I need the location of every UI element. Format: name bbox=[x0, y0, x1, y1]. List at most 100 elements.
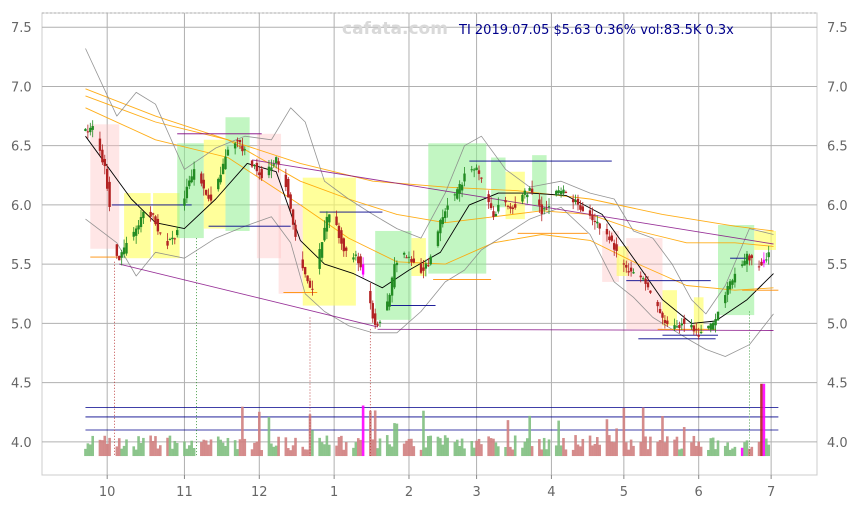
candle-down bbox=[306, 275, 309, 282]
volume-bar bbox=[545, 449, 548, 457]
zone-yellow bbox=[693, 297, 704, 333]
volume-bar bbox=[274, 445, 278, 457]
volume-bar bbox=[320, 442, 324, 457]
candle-up bbox=[680, 323, 683, 326]
candle-up bbox=[352, 257, 355, 260]
candle-down bbox=[335, 216, 338, 226]
candle-up bbox=[441, 217, 444, 225]
x-tick-label: 4 bbox=[547, 485, 555, 500]
candle-down bbox=[538, 199, 541, 206]
candle-down bbox=[255, 162, 259, 172]
candle-down bbox=[156, 218, 160, 232]
candle-down bbox=[340, 230, 343, 244]
volume-bar bbox=[591, 445, 594, 457]
candle-up bbox=[176, 230, 179, 236]
candle-down bbox=[608, 236, 611, 241]
volume-bar bbox=[115, 446, 119, 457]
candle-up bbox=[523, 190, 527, 195]
candle-down bbox=[760, 261, 763, 266]
candle-up bbox=[745, 253, 749, 265]
candle-up bbox=[690, 324, 693, 328]
x-tick-label: 7 bbox=[767, 485, 775, 500]
candle-down bbox=[593, 220, 597, 223]
volume-bar bbox=[226, 437, 230, 457]
volume-bar bbox=[581, 438, 585, 457]
volume-bar bbox=[745, 440, 749, 457]
candle-up bbox=[709, 323, 712, 330]
volume-bar bbox=[323, 444, 326, 457]
volume-bar bbox=[762, 383, 766, 457]
volume-bar bbox=[117, 438, 121, 457]
volume-bar bbox=[236, 449, 239, 457]
candle-up bbox=[386, 301, 389, 311]
candle-up bbox=[675, 326, 679, 328]
candle-down bbox=[757, 266, 761, 268]
candle-down bbox=[291, 209, 295, 225]
zone-up bbox=[375, 230, 412, 320]
candle-down bbox=[514, 204, 517, 208]
y-tick-label-right: 6.5 bbox=[827, 140, 848, 155]
volume-bar bbox=[743, 442, 746, 457]
candle-up bbox=[436, 231, 440, 247]
volume-bar bbox=[530, 446, 534, 457]
candle-down bbox=[294, 224, 297, 237]
volume-bar bbox=[250, 449, 254, 457]
volume-bar bbox=[441, 444, 445, 457]
volume-bar bbox=[139, 442, 143, 457]
volume-bar bbox=[576, 444, 580, 457]
candle-up bbox=[224, 156, 227, 170]
candle-down bbox=[303, 267, 307, 275]
volume-bar bbox=[166, 437, 169, 457]
volume-bar bbox=[337, 437, 341, 457]
volume-bar bbox=[185, 448, 189, 457]
volume-bar bbox=[216, 436, 220, 457]
volume-bar bbox=[547, 439, 551, 457]
candle-up bbox=[453, 194, 457, 196]
candle-down bbox=[260, 169, 263, 179]
candle-down bbox=[695, 328, 698, 330]
trend-line bbox=[251, 159, 774, 245]
candle-up bbox=[323, 227, 326, 241]
volume-bar bbox=[183, 441, 186, 457]
candle-down bbox=[581, 206, 585, 212]
volume-bar bbox=[513, 435, 517, 457]
y-tick-label-right: 6.0 bbox=[827, 199, 848, 214]
candle-down bbox=[598, 223, 601, 229]
zone-down bbox=[256, 133, 282, 259]
candle-down bbox=[241, 145, 244, 152]
candle-down bbox=[105, 168, 109, 189]
candle-down bbox=[545, 208, 548, 210]
ticker-info: TI 2019.07.05 $5.63 0.36% vol:83.5K 0.3x bbox=[458, 23, 734, 38]
candle-down bbox=[101, 149, 104, 163]
candle-up bbox=[765, 259, 768, 261]
volume-bar bbox=[595, 437, 599, 457]
volume-bar bbox=[475, 440, 478, 457]
candle-down bbox=[236, 140, 239, 142]
candle-up bbox=[424, 263, 428, 269]
candle-up bbox=[171, 237, 174, 240]
candle-down bbox=[173, 238, 176, 240]
candle-down bbox=[308, 280, 312, 288]
zone-yellow bbox=[203, 139, 226, 229]
candle-up bbox=[378, 321, 382, 323]
zone-yellow bbox=[616, 246, 629, 276]
volume-bar bbox=[709, 438, 713, 457]
volume-bar bbox=[453, 442, 457, 457]
candle-down bbox=[511, 207, 514, 210]
candle-up bbox=[707, 325, 710, 329]
x-tick-label: 11 bbox=[176, 485, 193, 500]
candle-down bbox=[625, 264, 628, 268]
volume-bar bbox=[557, 420, 560, 457]
candle-up bbox=[120, 252, 123, 258]
candle-up bbox=[641, 278, 645, 280]
candle-up bbox=[673, 325, 676, 329]
volume-bar bbox=[395, 423, 399, 457]
volume-bar bbox=[253, 442, 256, 457]
candle-down bbox=[487, 194, 490, 203]
candle-down bbox=[610, 235, 613, 241]
volume-bar bbox=[393, 423, 396, 457]
zone-up bbox=[718, 225, 755, 316]
candle-down bbox=[692, 325, 696, 332]
candle-down bbox=[209, 194, 213, 201]
zone-up bbox=[177, 143, 204, 239]
